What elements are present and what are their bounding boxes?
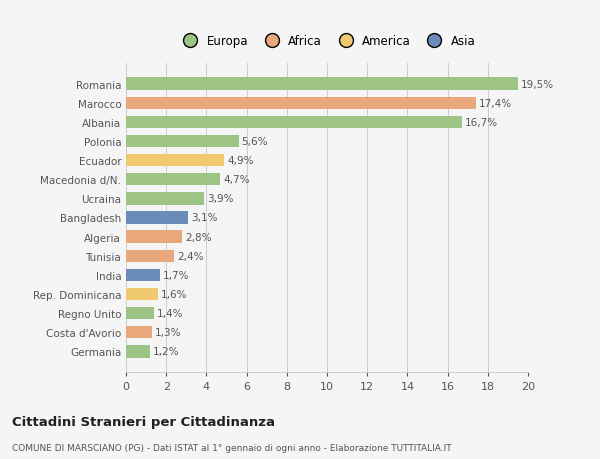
- Bar: [126, 78, 518, 90]
- Text: 19,5%: 19,5%: [521, 79, 554, 90]
- Bar: [126, 212, 188, 224]
- Text: 16,7%: 16,7%: [464, 118, 498, 128]
- Text: 2,8%: 2,8%: [185, 232, 212, 242]
- Bar: [126, 269, 160, 281]
- Bar: [126, 135, 239, 148]
- Bar: [126, 97, 476, 110]
- Text: COMUNE DI MARSCIANO (PG) - Dati ISTAT al 1° gennaio di ogni anno - Elaborazione : COMUNE DI MARSCIANO (PG) - Dati ISTAT al…: [12, 443, 452, 452]
- Text: 3,1%: 3,1%: [191, 213, 218, 223]
- Bar: [126, 117, 461, 129]
- Text: 1,7%: 1,7%: [163, 270, 190, 280]
- Text: 1,6%: 1,6%: [161, 289, 188, 299]
- Text: 3,9%: 3,9%: [208, 194, 234, 204]
- Text: 2,4%: 2,4%: [177, 251, 204, 261]
- Bar: [126, 250, 174, 263]
- Bar: [126, 193, 205, 205]
- Text: 1,3%: 1,3%: [155, 328, 182, 337]
- Bar: [126, 307, 154, 319]
- Text: 1,2%: 1,2%: [153, 347, 179, 357]
- Text: 17,4%: 17,4%: [479, 99, 512, 108]
- Text: 5,6%: 5,6%: [242, 137, 268, 147]
- Bar: [126, 231, 182, 243]
- Bar: [126, 326, 152, 339]
- Legend: Europa, Africa, America, Asia: Europa, Africa, America, Asia: [173, 30, 481, 53]
- Bar: [126, 155, 224, 167]
- Text: 4,7%: 4,7%: [223, 175, 250, 185]
- Text: Cittadini Stranieri per Cittadinanza: Cittadini Stranieri per Cittadinanza: [12, 415, 275, 428]
- Text: 1,4%: 1,4%: [157, 308, 184, 319]
- Bar: [126, 346, 150, 358]
- Bar: [126, 174, 220, 186]
- Bar: [126, 288, 158, 301]
- Text: 4,9%: 4,9%: [227, 156, 254, 166]
